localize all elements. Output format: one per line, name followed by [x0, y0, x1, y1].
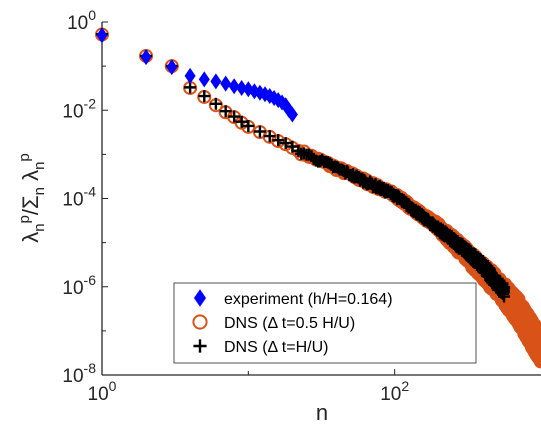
- data-point: [263, 130, 276, 143]
- data-point: [253, 125, 266, 138]
- data-point: [272, 134, 285, 147]
- y-tick-label-4: 10-8: [62, 360, 96, 387]
- data-point: [198, 71, 210, 88]
- data-point: [235, 115, 248, 128]
- x-tick-label-0: 100: [88, 378, 117, 405]
- legend-box: [173, 282, 477, 364]
- tick-labels: 100 102 100 10-2 10-4 10-6 10-8: [62, 7, 409, 405]
- data-point: [209, 97, 222, 110]
- data-point: [286, 140, 299, 153]
- data-point: [279, 137, 292, 150]
- legend-label-1: DNS (Δ t=0.5 H/U): [224, 315, 355, 332]
- data-point: [96, 27, 108, 44]
- x-axis-label: n: [316, 400, 328, 425]
- data-point: [248, 83, 260, 100]
- data-point: [220, 75, 232, 92]
- data-point: [166, 59, 178, 76]
- data-point: [219, 105, 232, 118]
- data-point: [140, 49, 152, 66]
- legend: experiment (h/H=0.164) DNS (Δ t=0.5 H/U) D…: [173, 282, 477, 364]
- data-point: [534, 337, 541, 352]
- data-point: [292, 144, 305, 157]
- y-tick-label-1: 10-2: [62, 95, 96, 122]
- series-1: [96, 28, 511, 303]
- series-2: [96, 27, 298, 123]
- data-point: [210, 73, 222, 90]
- data-point: [184, 67, 196, 84]
- data-point: [198, 90, 211, 103]
- x-tick-label-1: 102: [380, 378, 409, 405]
- plot-area: [95, 27, 541, 369]
- legend-marker-2: [193, 339, 207, 353]
- data-point: [286, 106, 298, 123]
- data-point: [228, 110, 241, 123]
- tick-marks: [101, 21, 396, 376]
- data-point: [228, 78, 240, 95]
- legend-marker-1: [192, 314, 208, 330]
- data-point: [498, 281, 511, 294]
- legend-label-2: DNS (Δ t=H/U): [224, 339, 328, 356]
- data-point: [242, 119, 255, 132]
- y-tick-label-0: 100: [67, 7, 96, 34]
- y-axis-label: λnp/Σn λnp: [16, 153, 48, 243]
- legend-label-0: experiment (h/H=0.164): [224, 291, 393, 308]
- legend-marker-0: [193, 289, 207, 307]
- y-tick-label-2: 10-4: [62, 184, 96, 211]
- data-point: [236, 79, 248, 96]
- y-tick-label-3: 10-6: [62, 272, 96, 299]
